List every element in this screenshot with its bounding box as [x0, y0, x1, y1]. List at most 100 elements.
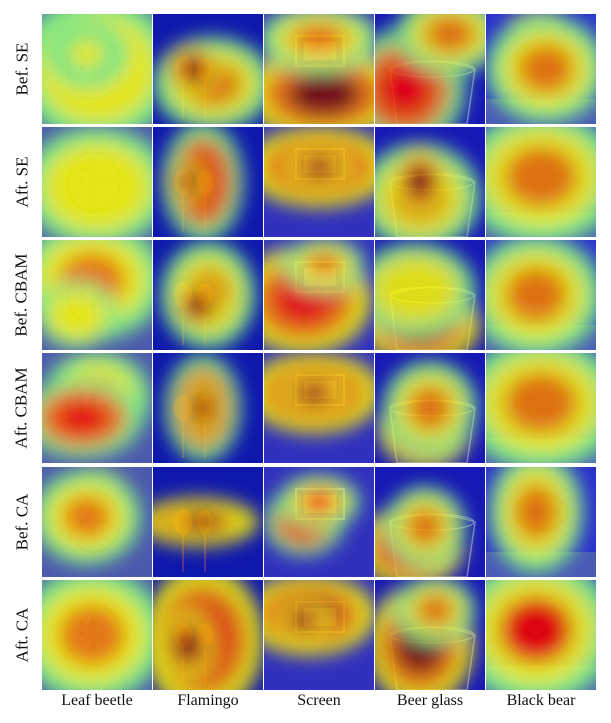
activation-blob [408, 167, 432, 197]
row-label: Bef. CBAM [0, 240, 44, 350]
activation-layer [264, 14, 374, 124]
activation-layer [375, 242, 481, 350]
heatmap-cell [375, 353, 485, 463]
activation-blob [304, 158, 334, 176]
attention-heatmap [264, 127, 374, 237]
attention-heatmap [153, 467, 263, 577]
activation-blob [378, 62, 432, 116]
heatmap-cell [486, 353, 596, 463]
activation-layer [153, 497, 259, 547]
heatmap-cell [375, 467, 485, 577]
activation-blob [64, 160, 130, 214]
activation-layer [486, 353, 596, 463]
attention-heatmap [375, 580, 485, 690]
activation-blob [299, 384, 329, 402]
activation-blob [409, 387, 451, 429]
column-label: Flamingo [177, 692, 239, 709]
heatmap-cell [375, 14, 485, 124]
activation-layer [42, 353, 151, 459]
activation-blob [59, 300, 95, 330]
row-label: Bef. CA [0, 467, 44, 577]
heatmap-cell [153, 580, 263, 690]
attention-heatmap [375, 240, 485, 350]
heatmap-cell [486, 467, 596, 577]
activation-blob [505, 147, 577, 207]
attention-heatmap [153, 580, 263, 690]
activation-blob [292, 24, 346, 54]
column-label: Leaf beetle [61, 692, 133, 709]
activation-blob [500, 597, 572, 663]
attention-heatmap [153, 240, 263, 350]
heatmap-cell [264, 240, 374, 350]
attention-heatmap [153, 14, 263, 124]
heatmap-cell [42, 240, 152, 350]
activation-blob [417, 595, 453, 625]
activation-layer [264, 475, 360, 556]
activation-layer [486, 580, 596, 690]
activation-blob [63, 496, 111, 538]
activation-layer [486, 14, 596, 123]
heatmap-cell [375, 127, 485, 237]
activation-layer [264, 580, 374, 656]
heatmap-cell [375, 580, 485, 690]
heatmap-cell [42, 353, 152, 463]
activation-blob [388, 269, 442, 311]
attention-heatmap [486, 467, 596, 577]
activation-layer [264, 353, 374, 434]
attention-heatmap [42, 467, 152, 577]
activation-layer [42, 580, 152, 690]
activation-layer [375, 14, 485, 124]
activation-blob [186, 514, 220, 530]
activation-layer [375, 486, 466, 577]
activation-layer [42, 468, 141, 565]
attention-heatmap [486, 580, 596, 690]
heatmap-cell [486, 127, 596, 237]
row-label-text: Bef. SE [12, 42, 32, 96]
activation-blob [288, 73, 360, 115]
attention-heatmap [264, 14, 374, 124]
activation-layer [486, 127, 596, 237]
attention-heatmap [375, 127, 485, 237]
attention-heatmap [42, 14, 152, 124]
attention-heatmap [153, 127, 263, 237]
attention-heatmap [486, 353, 596, 463]
activation-layer [375, 143, 481, 237]
row-label: Bef. SE [0, 14, 44, 124]
activation-blob [505, 373, 577, 433]
heatmap-cell [264, 127, 374, 237]
attention-heatmap [42, 353, 152, 463]
attention-heatmap [375, 467, 485, 577]
activation-layer [165, 354, 241, 462]
heatmap-cell [264, 467, 374, 577]
activation-layer [153, 580, 263, 690]
attention-heatmap [264, 240, 374, 350]
row-label-text: Aft. CA [12, 607, 31, 663]
attention-heatmap [42, 127, 152, 237]
row-label-text: Bef. CA [12, 493, 32, 551]
heatmap-cell [486, 240, 596, 350]
heatmap-cell [264, 14, 374, 124]
activation-layer [160, 241, 256, 349]
attention-heatmap [42, 240, 152, 350]
heatmap-cell [42, 580, 152, 690]
activation-layer [486, 240, 596, 350]
heatmap-cell [153, 467, 263, 577]
heatmap-cell [153, 240, 263, 350]
activation-layer [162, 127, 244, 237]
activation-blob [69, 39, 105, 69]
activation-blob [515, 485, 557, 539]
heatmap-cell [153, 127, 263, 237]
attention-heatmap [375, 353, 485, 463]
row-label: Aft. SE [0, 127, 44, 237]
attention-heatmap [264, 467, 374, 577]
activation-blob [194, 396, 212, 420]
column-label: Screen [297, 692, 341, 709]
activation-layer [42, 14, 152, 124]
activation-blob [506, 268, 566, 322]
column-label: Black bear [506, 692, 576, 709]
row-label-text: Aft. SE [12, 156, 31, 208]
activation-layer [264, 240, 372, 350]
heatmap-cell [42, 14, 152, 124]
row-label-text: Aft. CBAM [12, 367, 32, 449]
heatmap-cell [153, 353, 263, 463]
